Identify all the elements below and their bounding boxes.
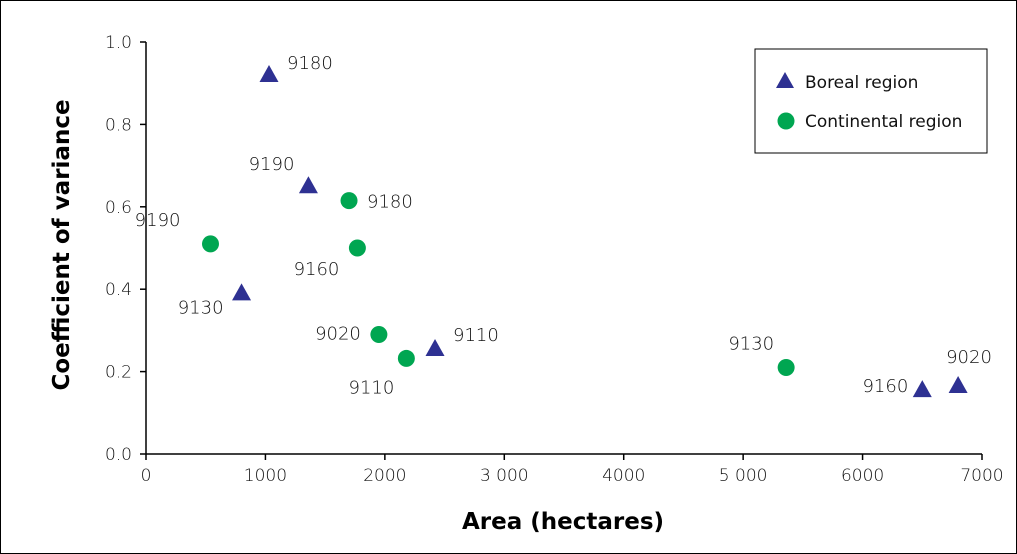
x-tick-label: 3 000: [480, 466, 529, 486]
boreal-point-9190: [298, 176, 318, 194]
x-tick-label: 2000: [363, 466, 406, 486]
point-label: 9130: [728, 333, 774, 354]
legend: Boreal region Continental region: [754, 48, 988, 154]
boreal-point-9160: [912, 380, 932, 398]
boreal-point-9130: [232, 283, 252, 301]
y-tick-label: 0.6: [105, 198, 132, 218]
point-label: 9130: [178, 297, 224, 318]
x-tick-label: 1000: [244, 466, 287, 486]
legend-label-boreal: Boreal region: [805, 73, 918, 93]
y-tick-label: 1.0: [105, 33, 132, 53]
boreal-point-9020: [948, 376, 968, 394]
continental-point-9160: [348, 239, 366, 257]
point-labels: 9180 9190 9130 9110 9160 9020 9180 9190 9160 9020…: [135, 53, 992, 398]
axes: [145, 42, 982, 455]
x-axis-title: Area (hectares): [462, 509, 664, 535]
continental-point-9110: [397, 349, 415, 367]
continental-point-9130: [777, 358, 795, 376]
point-label: 9110: [349, 377, 395, 398]
x-tick-label: 5 000: [719, 466, 768, 486]
point-label: 9180: [287, 53, 333, 74]
x-tick-label: 4000: [602, 466, 645, 486]
point-label: 9190: [249, 154, 295, 175]
x-tick-label: 6000: [841, 466, 884, 486]
continental-point-9180: [340, 192, 358, 210]
point-label: 9020: [946, 347, 992, 368]
point-label: 9020: [315, 324, 361, 345]
x-tick-label: 7000: [960, 466, 1003, 486]
legend-box: [754, 48, 988, 154]
y-tick-label: 0.2: [105, 363, 132, 383]
boreal-point-9110: [425, 338, 445, 356]
continental-point-9190: [201, 235, 219, 253]
legend-triangle-icon: [776, 72, 794, 88]
data-points: [201, 64, 968, 398]
y-axis-title: Coefficient of variance: [49, 99, 75, 390]
x-tick-label: 0: [141, 466, 152, 486]
x-ticks: 0 1000 2000 3 000 4000 5 000 6000 7000: [141, 454, 1004, 486]
point-label: 9160: [862, 376, 908, 397]
y-ticks: 0.0 0.2 0.4 0.6 0.8 1.0: [105, 33, 146, 465]
y-tick-label: 0.8: [105, 115, 132, 135]
point-label: 9110: [453, 325, 499, 346]
continental-point-9020: [370, 326, 388, 344]
point-label: 9180: [367, 192, 413, 213]
legend-circle-icon: [777, 112, 795, 130]
y-tick-label: 0.0: [105, 445, 132, 465]
point-label: 9190: [135, 210, 181, 231]
point-label: 9160: [294, 259, 340, 280]
y-tick-label: 0.4: [105, 280, 132, 300]
boreal-point-9180: [259, 64, 279, 82]
legend-label-continental: Continental region: [805, 112, 962, 132]
